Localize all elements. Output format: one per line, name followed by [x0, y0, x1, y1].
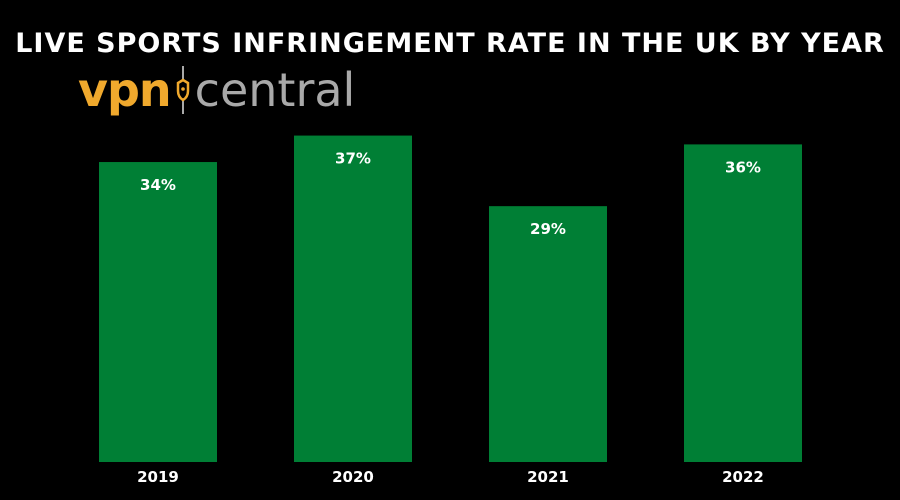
logo-text-central: central	[194, 63, 356, 117]
chart-title: LIVE SPORTS INFRINGEMENT RATE IN THE UK …	[15, 28, 885, 59]
x-tick-label-2020: 2020	[332, 468, 374, 486]
bar-value-label-2022: 36%	[725, 158, 761, 176]
bar-value-label-2021: 29%	[530, 220, 566, 238]
bar-value-label-2020: 37%	[335, 150, 371, 168]
bar-2022	[684, 144, 802, 462]
bar-2020	[294, 135, 412, 463]
logo-text-vpn: vpn	[78, 63, 172, 117]
x-tick-label-2019: 2019	[137, 468, 179, 486]
x-tick-label-2022: 2022	[722, 468, 764, 486]
vpncentral-logo: vpn central	[78, 64, 355, 116]
bar-value-label-2019: 34%	[140, 176, 176, 194]
x-tick-label-2021: 2021	[527, 468, 569, 486]
shield-icon	[176, 66, 189, 114]
bar-2019	[99, 162, 217, 463]
bar-2021	[489, 206, 607, 462]
